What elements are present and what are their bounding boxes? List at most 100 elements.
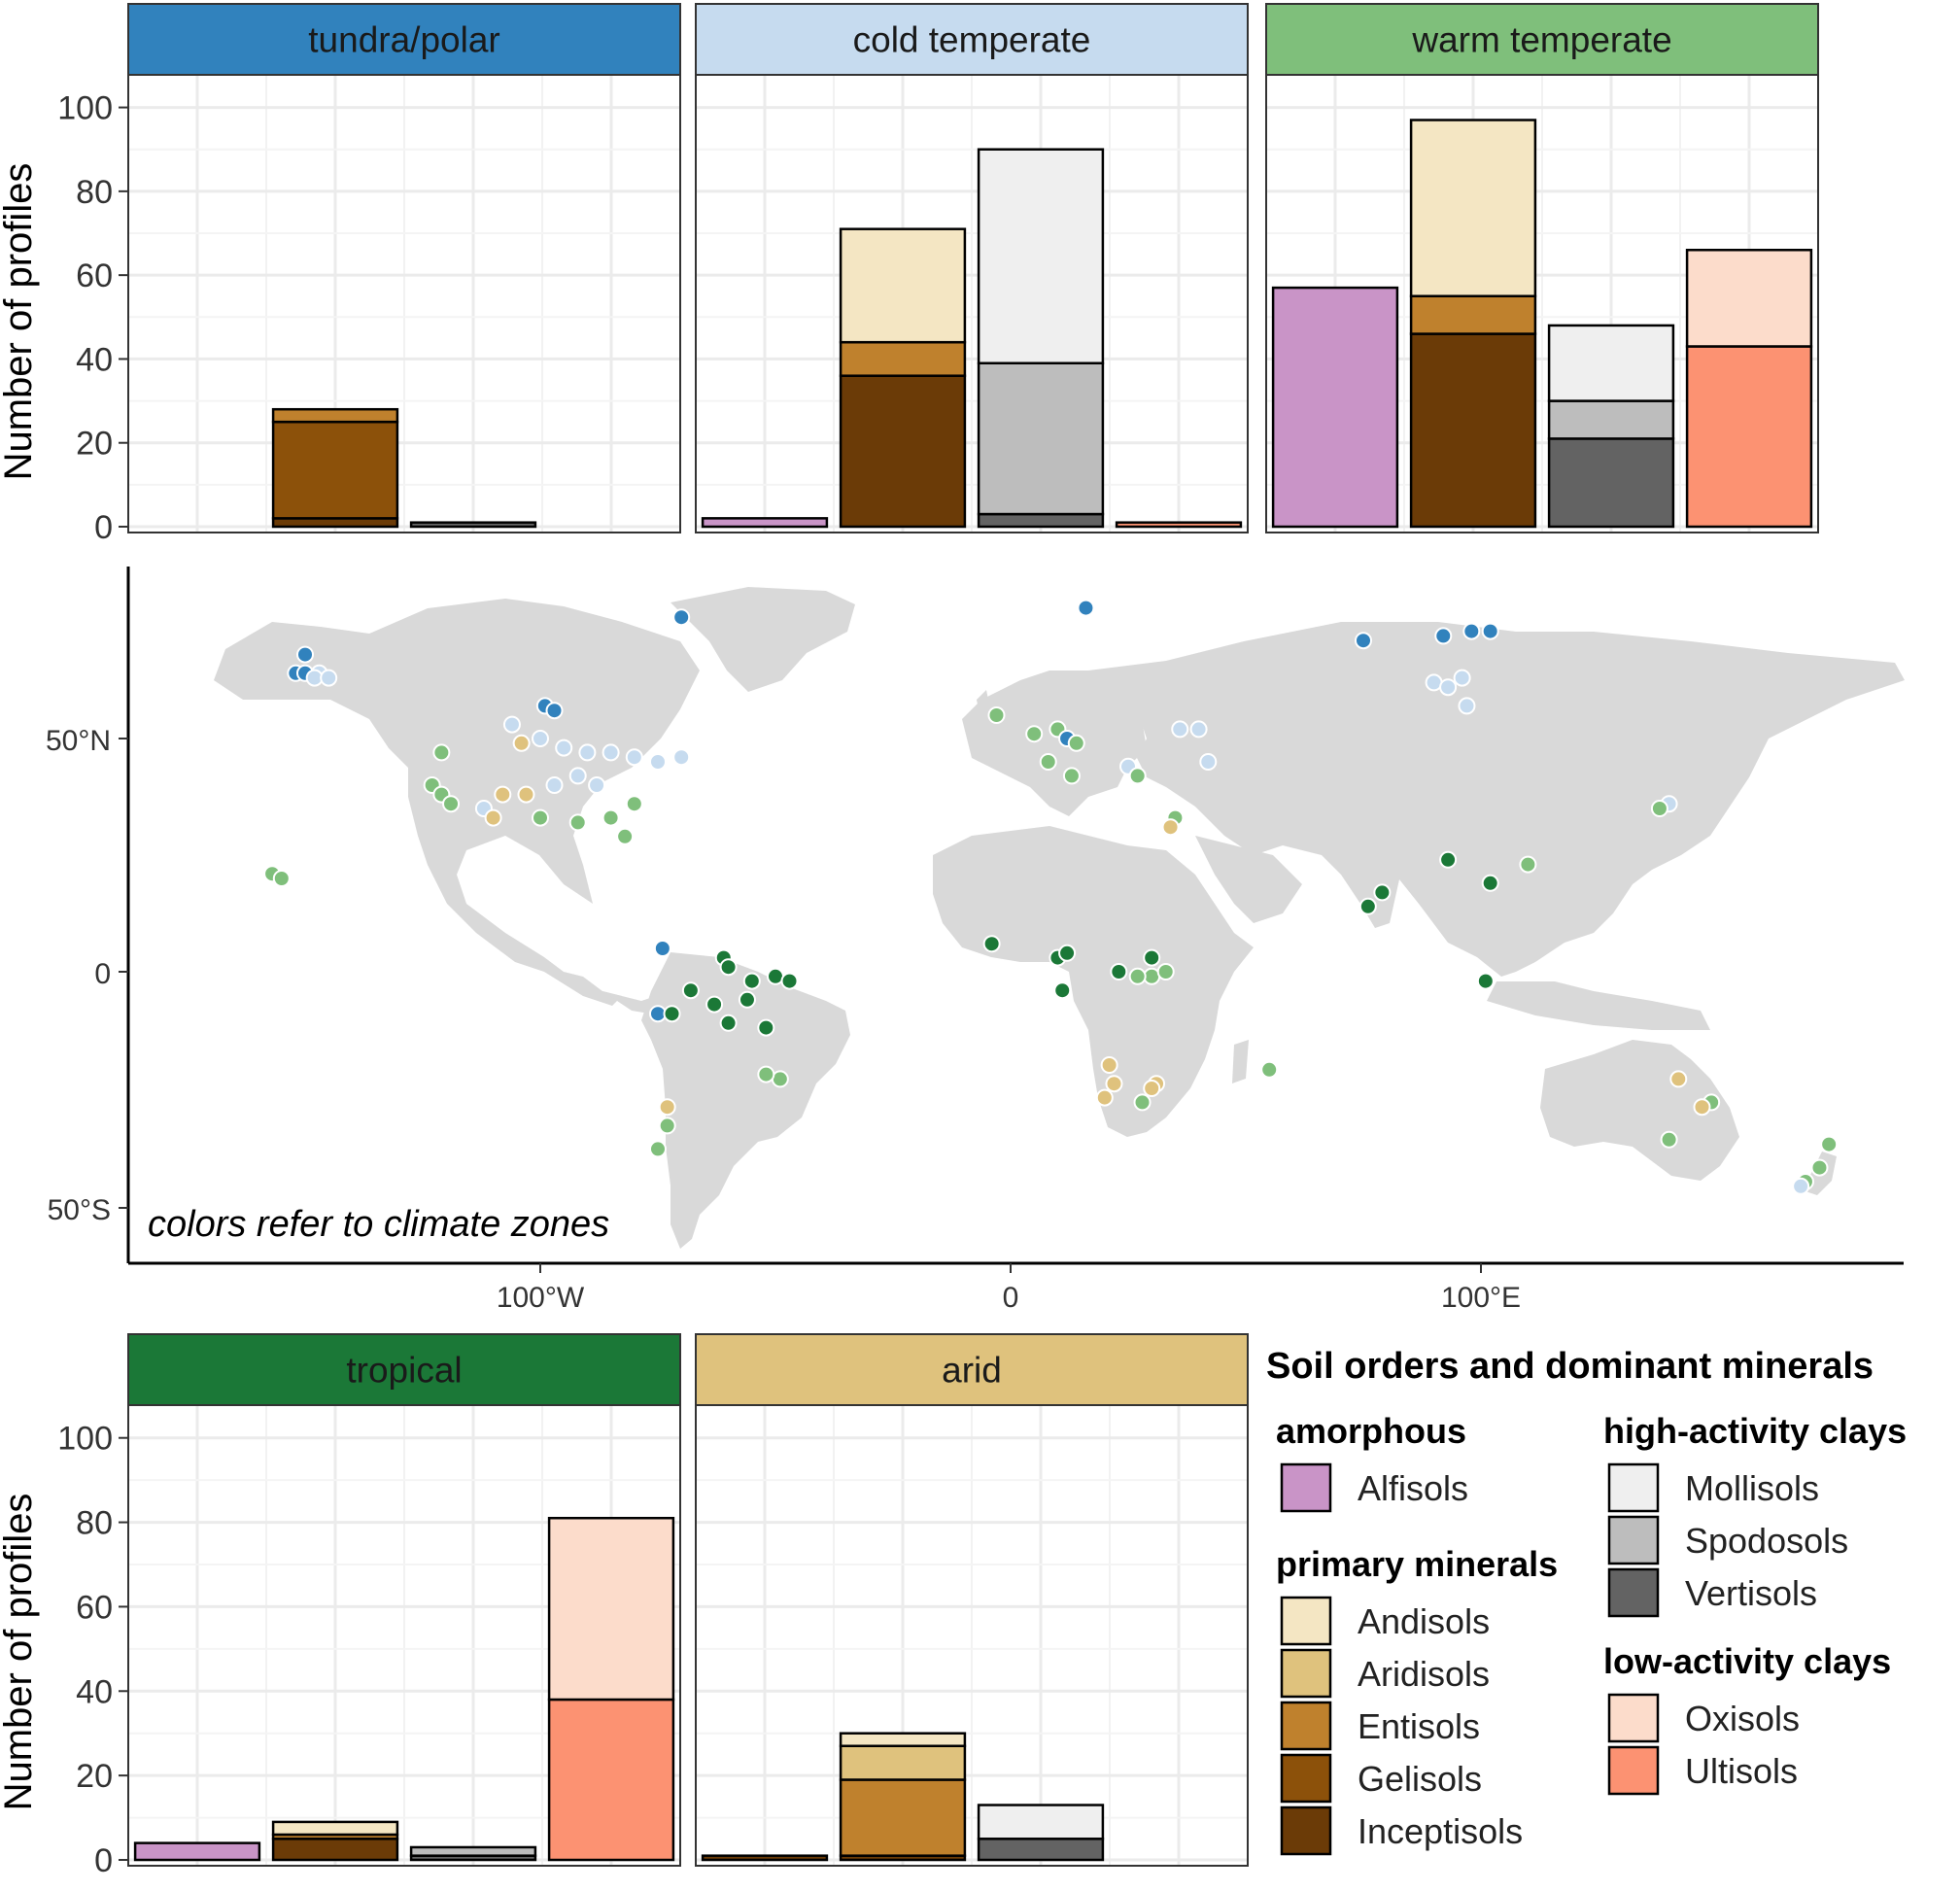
arabia-land <box>1195 836 1302 923</box>
bar-segment-mollisols <box>977 1804 1105 1840</box>
map-x-tick-label-100e: 100°E <box>1441 1282 1521 1314</box>
panel-cold-temperate: cold temperate <box>695 3 1249 533</box>
map-point <box>658 1098 676 1117</box>
map-point <box>1373 883 1392 902</box>
map-point <box>987 706 1006 724</box>
map-point <box>1110 963 1128 980</box>
strip-background <box>695 3 1249 76</box>
bar-segment-inceptisols <box>271 1838 399 1862</box>
map-y-tick-label-0: 0 <box>94 958 111 990</box>
map-y-tick-label-50n: 50°N <box>46 725 111 757</box>
bar-segment-ultisols <box>547 1698 675 1862</box>
map-point <box>672 748 691 767</box>
y-tick-label: 60 <box>76 1589 113 1626</box>
bar-segment-alfisols <box>1271 286 1399 529</box>
map-point <box>1476 972 1495 990</box>
map-point <box>1105 1075 1123 1093</box>
map-note: colors refer to climate zones <box>148 1204 609 1245</box>
legend-group-low-activity-clays: low-activity clays Oxisols Ultisols <box>1603 1641 1891 1796</box>
map-point <box>1189 720 1208 739</box>
map-x-tick-label-100w: 100°W <box>497 1282 585 1314</box>
legend-label-mollisols: Mollisols <box>1685 1468 1819 1508</box>
map-point <box>1053 981 1072 1000</box>
y-tick-label: 80 <box>76 174 113 211</box>
bar-segment-vertisols <box>1547 437 1675 529</box>
bar-segment-inceptisols <box>839 374 967 529</box>
bar-segment-gelisols <box>271 420 399 520</box>
land-masses <box>214 587 1905 1249</box>
madagascar-land <box>1232 1040 1249 1083</box>
map-point <box>1058 944 1077 962</box>
legend-key-ultisols <box>1607 1745 1660 1796</box>
map-point <box>719 958 738 977</box>
panel-tropical: tropical 0 20 40 60 80 100 <box>57 1333 681 1879</box>
bar-segment-vertisols <box>977 1838 1105 1862</box>
legend-label-entisols: Entisols <box>1358 1706 1480 1746</box>
top-bar-panels: tundra/polar 0 20 40 60 80 100 cold temperate wa… <box>57 3 1819 546</box>
map-point <box>484 808 502 827</box>
bar-segment-andisols <box>1409 119 1537 297</box>
map-point <box>1650 800 1668 817</box>
legend-key-alfisols <box>1280 1462 1332 1513</box>
legend-group-primary-minerals: primary minerals Andisols Aridisols Entisol… <box>1276 1544 1558 1856</box>
legend-key-entisols <box>1280 1701 1332 1751</box>
map-point <box>738 990 756 1009</box>
africa-land <box>933 826 1254 1137</box>
map-point <box>672 608 691 627</box>
plot-border <box>127 74 681 533</box>
legend-key-mollisols <box>1607 1462 1660 1513</box>
legend-key-oxisols <box>1607 1693 1660 1743</box>
map-point <box>1039 753 1057 771</box>
bar-segment-andisols <box>271 1820 399 1837</box>
map-point <box>1156 963 1175 980</box>
bar-segment-entisols <box>839 1778 967 1857</box>
map-point <box>494 785 512 804</box>
uk-land <box>977 690 991 724</box>
map-point <box>1669 1070 1688 1088</box>
map-point <box>663 1005 681 1023</box>
strip-label: cold temperate <box>853 20 1091 60</box>
map-point <box>602 808 620 827</box>
legend-label-spodosols: Spodosols <box>1685 1521 1848 1561</box>
bottom-bar-panels: tropical 0 20 40 60 80 100 arid <box>57 1333 1249 1879</box>
map-point <box>1458 697 1476 715</box>
map-point <box>545 776 564 794</box>
y-tick-label: 20 <box>76 426 113 463</box>
map-point <box>532 808 549 827</box>
legend-label-oxisols: Oxisols <box>1685 1699 1800 1738</box>
map-point <box>757 1018 775 1037</box>
world-map: 50°N 0 50°S 100°W 0 100°E colors refer t… <box>46 567 1905 1314</box>
map-point <box>649 1140 667 1158</box>
map-point <box>1171 720 1189 739</box>
map-point <box>1128 967 1147 985</box>
map-x-tick-label-0: 0 <box>1003 1282 1019 1314</box>
y-tick-label: 40 <box>76 341 113 378</box>
bar-segment-entisols <box>839 340 967 377</box>
map-point <box>1519 855 1537 874</box>
map-point <box>1810 1158 1829 1177</box>
legend-group-title: low-activity clays <box>1603 1641 1891 1681</box>
bar-segment-inceptisols <box>271 517 399 529</box>
map-point <box>649 753 667 771</box>
map-point <box>1100 1056 1118 1074</box>
bar-segment-andisols <box>839 1732 967 1747</box>
map-point <box>625 795 643 813</box>
map-point <box>502 715 521 734</box>
map-point <box>578 743 597 762</box>
map-point <box>512 734 531 752</box>
strip-background <box>127 1333 681 1406</box>
y-tick-label: 40 <box>76 1673 113 1710</box>
map-y-tick-label-50s: 50°S <box>48 1194 111 1226</box>
legend-group-amorphous: amorphous Alfisols <box>1276 1411 1468 1513</box>
map-point <box>625 748 643 767</box>
y-tick-label: 100 <box>57 90 113 127</box>
legend-group-title: high-activity clays <box>1603 1411 1907 1451</box>
bar-segment-spodosols <box>1547 399 1675 440</box>
y-tick-label: 0 <box>94 509 113 546</box>
map-point <box>1792 1177 1810 1195</box>
australia-land <box>1540 1040 1739 1181</box>
map-point <box>1095 1088 1114 1107</box>
bar-segment-vertisols <box>977 512 1105 529</box>
plot-border <box>695 1404 1249 1867</box>
